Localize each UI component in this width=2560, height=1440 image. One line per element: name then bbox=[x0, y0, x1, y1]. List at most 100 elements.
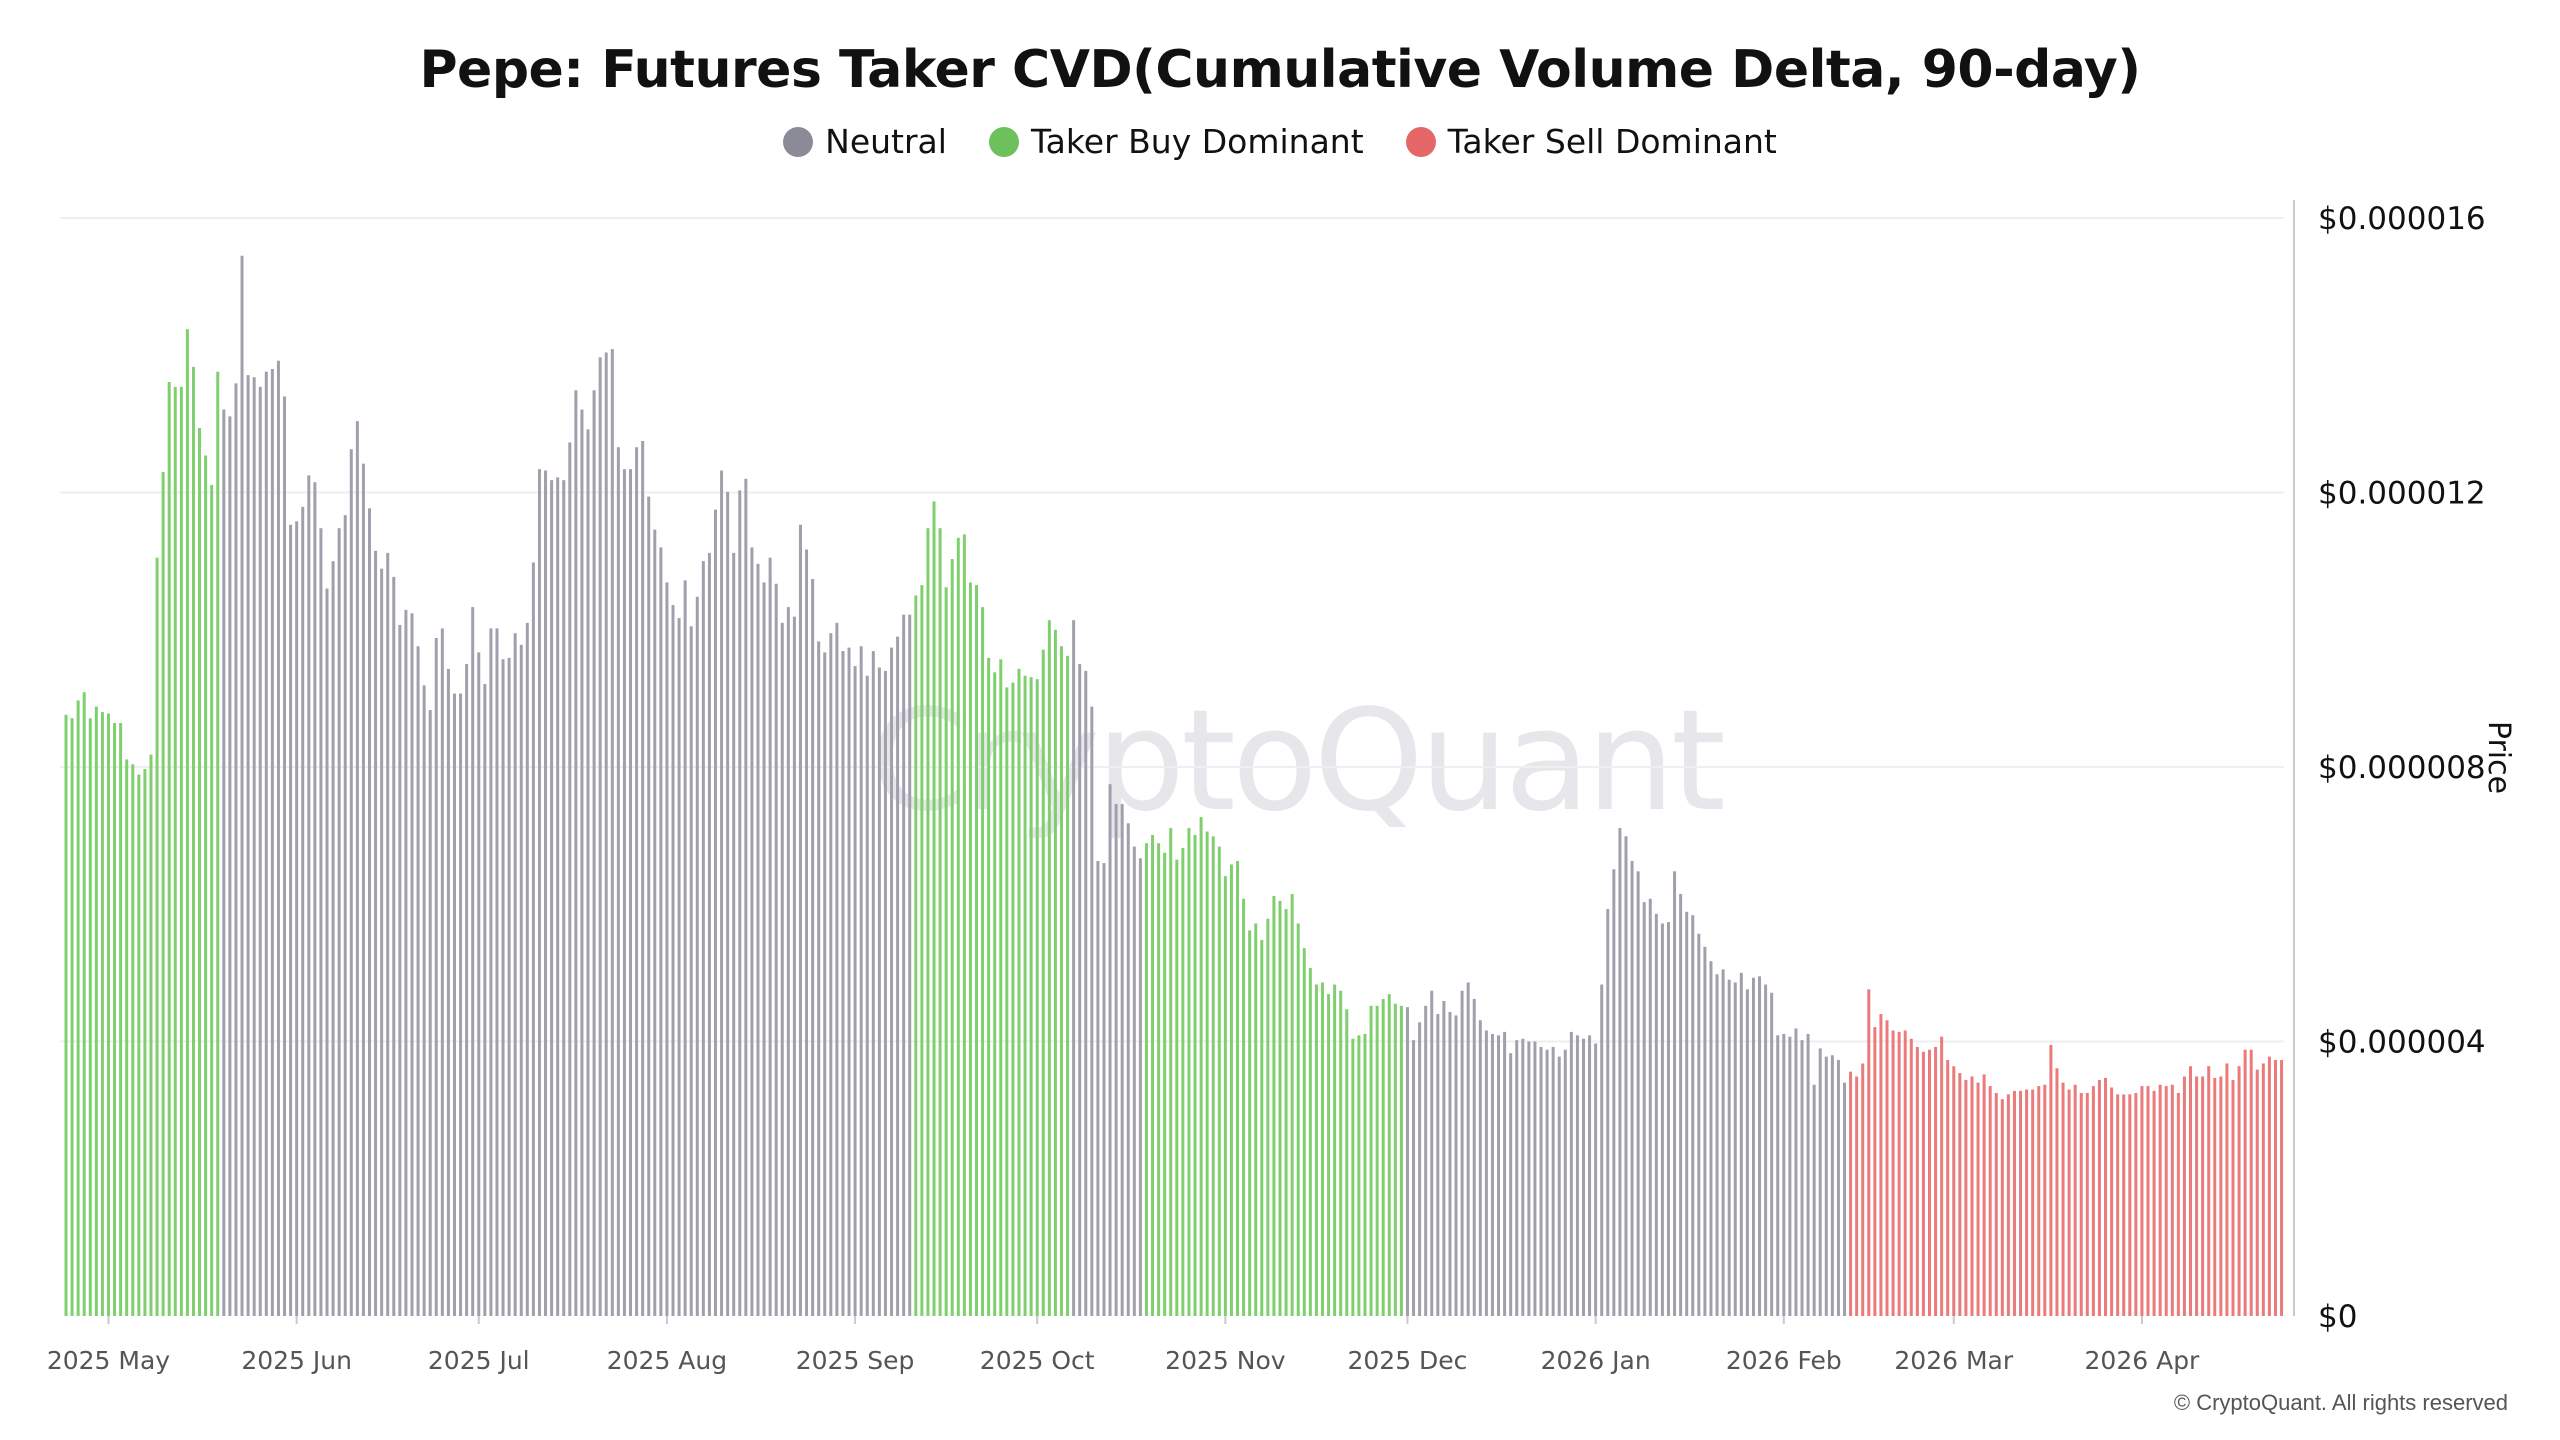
bar[interactable] bbox=[64, 714, 68, 1316]
bar[interactable] bbox=[295, 521, 299, 1316]
bar[interactable] bbox=[550, 480, 554, 1317]
bar[interactable] bbox=[2085, 1092, 2089, 1316]
bar[interactable] bbox=[210, 484, 214, 1316]
bar[interactable] bbox=[428, 710, 432, 1316]
bar[interactable] bbox=[1059, 646, 1063, 1316]
bar[interactable] bbox=[956, 537, 960, 1316]
bar[interactable] bbox=[732, 552, 736, 1316]
bar[interactable] bbox=[2164, 1086, 2168, 1316]
bar[interactable] bbox=[228, 416, 232, 1316]
bar[interactable] bbox=[374, 550, 378, 1316]
bar[interactable] bbox=[246, 375, 250, 1316]
bar[interactable] bbox=[695, 596, 699, 1316]
bar[interactable] bbox=[2055, 1068, 2059, 1316]
bar[interactable] bbox=[1824, 1056, 1828, 1316]
bar[interactable] bbox=[1521, 1038, 1525, 1316]
bar[interactable] bbox=[1169, 828, 1173, 1316]
bar[interactable] bbox=[1229, 864, 1233, 1316]
bar[interactable] bbox=[471, 607, 475, 1316]
bar[interactable] bbox=[483, 683, 487, 1316]
bar[interactable] bbox=[240, 255, 244, 1316]
bar[interactable] bbox=[683, 580, 687, 1316]
bar[interactable] bbox=[501, 659, 505, 1316]
bar[interactable] bbox=[908, 614, 912, 1316]
bar[interactable] bbox=[70, 718, 74, 1316]
bar[interactable] bbox=[610, 349, 614, 1317]
bar[interactable] bbox=[2031, 1089, 2035, 1316]
bar[interactable] bbox=[1582, 1038, 1585, 1316]
bar[interactable] bbox=[1685, 911, 1689, 1316]
bar[interactable] bbox=[1624, 836, 1628, 1316]
bar[interactable] bbox=[446, 668, 450, 1316]
bar[interactable] bbox=[604, 352, 608, 1316]
bar[interactable] bbox=[392, 576, 396, 1316]
bar[interactable] bbox=[125, 759, 129, 1316]
bar[interactable] bbox=[1934, 1046, 1938, 1316]
bar[interactable] bbox=[307, 475, 311, 1316]
bar[interactable] bbox=[580, 409, 584, 1316]
bar[interactable] bbox=[713, 509, 717, 1316]
bar[interactable] bbox=[968, 582, 972, 1316]
bar[interactable] bbox=[1181, 847, 1185, 1316]
bar[interactable] bbox=[1594, 1043, 1598, 1316]
bar[interactable] bbox=[792, 616, 796, 1316]
bar[interactable] bbox=[1903, 1030, 1907, 1316]
bar[interactable] bbox=[264, 371, 268, 1317]
bar[interactable] bbox=[2152, 1090, 2156, 1316]
bar[interactable] bbox=[1108, 784, 1112, 1316]
bar[interactable] bbox=[289, 524, 293, 1316]
bar[interactable] bbox=[2049, 1044, 2053, 1316]
bar[interactable] bbox=[896, 636, 900, 1316]
bar[interactable] bbox=[2267, 1056, 2271, 1316]
bar[interactable] bbox=[762, 582, 766, 1316]
bar[interactable] bbox=[1096, 861, 1100, 1316]
bar[interactable] bbox=[2067, 1089, 2071, 1316]
bar[interactable] bbox=[173, 386, 177, 1316]
bar[interactable] bbox=[1490, 1033, 1494, 1316]
bar[interactable] bbox=[750, 547, 754, 1316]
bar[interactable] bbox=[1569, 1031, 1573, 1316]
bar[interactable] bbox=[1588, 1035, 1592, 1316]
bar[interactable] bbox=[1078, 664, 1082, 1316]
bar[interactable] bbox=[647, 496, 651, 1316]
bar[interactable] bbox=[94, 706, 98, 1316]
bar[interactable] bbox=[853, 666, 857, 1316]
bar[interactable] bbox=[829, 633, 833, 1316]
bar[interactable] bbox=[1885, 1020, 1889, 1316]
bar[interactable] bbox=[1363, 1033, 1367, 1316]
bar[interactable] bbox=[1648, 898, 1652, 1316]
bar[interactable] bbox=[143, 769, 147, 1316]
bar[interactable] bbox=[1982, 1074, 1986, 1316]
bar[interactable] bbox=[1691, 915, 1695, 1316]
bar[interactable] bbox=[325, 588, 329, 1316]
bar[interactable] bbox=[1072, 620, 1076, 1316]
bar[interactable] bbox=[2128, 1094, 2132, 1316]
bar[interactable] bbox=[2189, 1066, 2192, 1316]
bar[interactable] bbox=[1296, 923, 1300, 1316]
bar[interactable] bbox=[1497, 1035, 1501, 1316]
bar[interactable] bbox=[1563, 1049, 1567, 1316]
bar[interactable] bbox=[1946, 1060, 1950, 1316]
bar[interactable] bbox=[1102, 863, 1106, 1316]
bar[interactable] bbox=[2012, 1090, 2016, 1316]
bar[interactable] bbox=[1673, 871, 1677, 1316]
bar[interactable] bbox=[1175, 859, 1179, 1316]
bar[interactable] bbox=[1551, 1046, 1555, 1316]
bar[interactable] bbox=[883, 670, 887, 1316]
bar[interactable] bbox=[1442, 1001, 1446, 1316]
bar[interactable] bbox=[707, 552, 711, 1316]
bar[interactable] bbox=[1144, 843, 1148, 1316]
bar[interactable] bbox=[726, 491, 730, 1317]
bar[interactable] bbox=[1460, 990, 1464, 1316]
bar[interactable] bbox=[1988, 1086, 1992, 1316]
bar[interactable] bbox=[2255, 1069, 2259, 1316]
legend-item-neutral[interactable]: Neutral bbox=[783, 122, 947, 161]
bar[interactable] bbox=[859, 646, 863, 1316]
bar[interactable] bbox=[2158, 1084, 2162, 1316]
bar[interactable] bbox=[1861, 1063, 1865, 1316]
bar[interactable] bbox=[1873, 1027, 1877, 1316]
bar[interactable] bbox=[1503, 1031, 1507, 1316]
bar[interactable] bbox=[847, 647, 851, 1316]
bar[interactable] bbox=[537, 469, 541, 1317]
bar[interactable] bbox=[1132, 846, 1136, 1316]
